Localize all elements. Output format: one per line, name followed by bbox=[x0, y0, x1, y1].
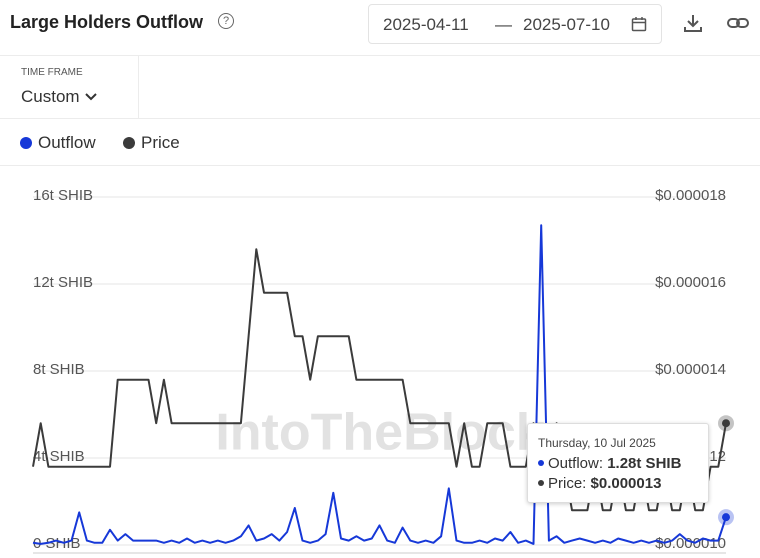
tooltip-swatch bbox=[538, 480, 544, 486]
series-line bbox=[32, 224, 727, 545]
time-frame-select[interactable]: Custom bbox=[21, 87, 98, 107]
y2-tick-label: $0.000010 bbox=[655, 535, 726, 552]
y2-tick-label: $0.000016 bbox=[655, 274, 726, 291]
tooltip-value: $0.000013 bbox=[590, 475, 662, 492]
time-frame-value: Custom bbox=[21, 87, 80, 106]
tooltip-row: Price: $0.000013 bbox=[538, 475, 661, 492]
tooltip-date: Thursday, 10 Jul 2025 bbox=[538, 436, 656, 450]
date-range-picker[interactable]: 2025-04-11 — 2025-07-10 bbox=[368, 4, 662, 44]
divider bbox=[0, 165, 760, 166]
legend-label: Outflow bbox=[38, 133, 96, 152]
y2-tick-label: $0.000014 bbox=[655, 361, 726, 378]
hover-point bbox=[722, 513, 730, 522]
tooltip-value: 1.28t SHIB bbox=[607, 455, 682, 472]
y-tick-label: 4t SHIB bbox=[33, 448, 85, 465]
help-icon[interactable]: ? bbox=[218, 13, 234, 29]
legend-item[interactable]: Price bbox=[123, 133, 180, 153]
legend-label: Price bbox=[141, 133, 180, 152]
tooltip-swatch bbox=[538, 460, 544, 466]
divider bbox=[138, 56, 139, 118]
legend-item[interactable]: Outflow bbox=[20, 133, 96, 153]
tooltip-label: Outflow: bbox=[548, 455, 604, 472]
date-separator: — bbox=[495, 15, 512, 34]
tooltip: Thursday, 10 Jul 2025 Outflow: 1.28t SHI… bbox=[527, 423, 709, 503]
y-tick-label: 8t SHIB bbox=[33, 361, 85, 378]
hover-point bbox=[722, 419, 730, 428]
y-tick-label: 12t SHIB bbox=[33, 274, 93, 291]
chevron bbox=[85, 93, 98, 101]
link-icon[interactable] bbox=[726, 13, 750, 33]
legend-swatch bbox=[20, 137, 32, 149]
time-frame-label: TIME FRAME bbox=[21, 67, 83, 78]
date-from: 2025-04-11 bbox=[383, 15, 469, 34]
tooltip-label: Price: bbox=[548, 475, 587, 492]
y-tick-label: 16t SHIB bbox=[33, 187, 93, 204]
y2-tick-label: $0.000018 bbox=[655, 187, 726, 204]
page-title: Large Holders Outflow bbox=[10, 12, 204, 32]
series-line bbox=[32, 248, 727, 512]
date-to: 2025-07-10 bbox=[523, 15, 610, 34]
divider bbox=[0, 55, 760, 56]
download-icon[interactable] bbox=[683, 13, 703, 33]
y-tick-label: 0 SHIB bbox=[33, 535, 81, 552]
tooltip-row: Outflow: 1.28t SHIB bbox=[538, 455, 681, 472]
divider bbox=[0, 118, 760, 119]
legend-swatch bbox=[123, 137, 135, 149]
calendar-icon bbox=[631, 17, 647, 32]
watermark: IntoTheBlock bbox=[215, 404, 544, 462]
